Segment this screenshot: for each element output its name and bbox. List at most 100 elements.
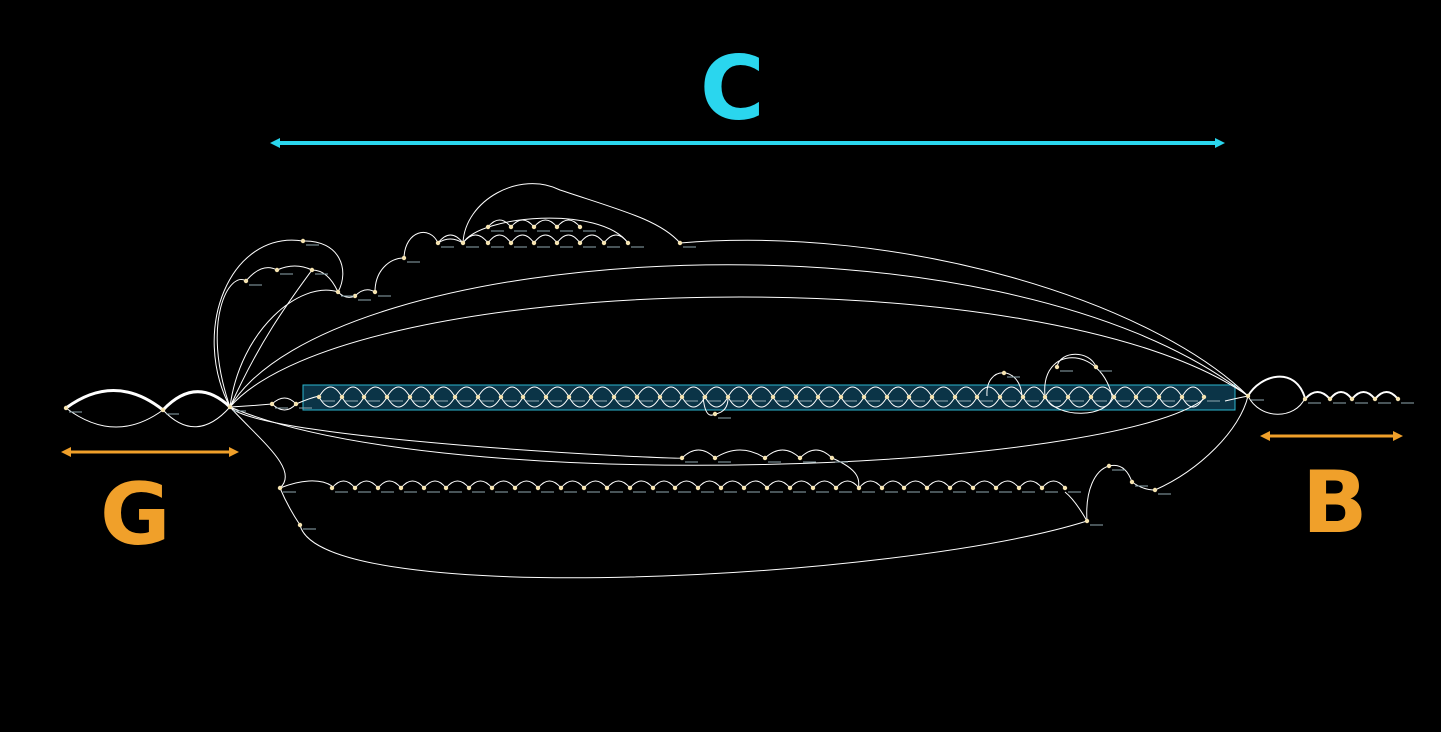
edge xyxy=(487,234,512,244)
graph-node xyxy=(269,401,275,407)
graph-node xyxy=(1001,370,1007,376)
edge xyxy=(477,396,502,408)
edge xyxy=(500,386,524,398)
graph-node xyxy=(329,485,335,491)
edge xyxy=(409,396,433,408)
graph-node xyxy=(300,238,306,244)
region-label-g: G xyxy=(100,465,171,565)
graph-node xyxy=(435,240,441,246)
graph-node xyxy=(335,289,341,295)
edge xyxy=(510,234,535,244)
graph-node xyxy=(695,485,701,491)
graph-node xyxy=(443,485,449,491)
edge xyxy=(652,480,676,489)
graph-node xyxy=(1054,364,1060,370)
edge xyxy=(533,219,558,228)
edge xyxy=(1044,386,1069,398)
graph-node xyxy=(485,224,491,230)
graph-node xyxy=(452,394,458,400)
graph-node xyxy=(970,485,976,491)
graph-node xyxy=(401,255,407,261)
graph-node xyxy=(884,394,890,400)
graph-node xyxy=(361,394,367,400)
graph-node xyxy=(1372,396,1378,402)
edge xyxy=(556,234,581,244)
graph-node xyxy=(384,394,390,400)
graph-node xyxy=(577,224,583,230)
edge xyxy=(835,480,860,489)
edge xyxy=(1090,386,1115,398)
edge xyxy=(423,480,447,489)
edge xyxy=(764,449,801,459)
edge xyxy=(995,480,1020,489)
graph-node xyxy=(1088,394,1094,400)
graph-node xyxy=(829,455,835,461)
graph-node xyxy=(1349,396,1355,402)
graph-node xyxy=(554,240,560,246)
edge xyxy=(454,396,479,408)
edge xyxy=(863,386,888,398)
graph-node xyxy=(316,394,322,400)
graph-node xyxy=(741,485,747,491)
graph-node xyxy=(520,394,526,400)
edge xyxy=(659,386,683,398)
edge xyxy=(331,480,356,489)
edge xyxy=(714,449,766,459)
edge xyxy=(522,396,547,408)
graph-node xyxy=(762,455,768,461)
edge xyxy=(1181,386,1205,398)
graph-node xyxy=(856,485,862,491)
highlight-band xyxy=(302,384,1236,411)
edge xyxy=(500,396,524,408)
edge xyxy=(863,396,888,408)
edge xyxy=(954,386,978,398)
edge xyxy=(629,480,654,489)
graph-node xyxy=(611,394,617,400)
graph-node xyxy=(508,240,514,246)
edge xyxy=(1090,396,1115,408)
graph-node xyxy=(160,407,166,413)
graph-node xyxy=(243,278,249,284)
graph-node xyxy=(531,240,537,246)
edge xyxy=(537,480,562,489)
edge xyxy=(556,219,581,228)
graph-node xyxy=(554,224,560,230)
edge xyxy=(477,386,502,398)
edge xyxy=(976,396,1001,408)
graph-node xyxy=(601,240,607,246)
graph-node xyxy=(339,394,345,400)
graph-node xyxy=(725,394,731,400)
graph-node xyxy=(810,485,816,491)
edge xyxy=(881,480,905,489)
edge xyxy=(545,386,570,398)
edge xyxy=(772,396,797,408)
graph-node xyxy=(947,485,953,491)
edge xyxy=(568,396,592,408)
edge xyxy=(817,386,842,398)
edge xyxy=(789,480,814,489)
nodes xyxy=(63,224,1401,528)
edge xyxy=(590,396,615,408)
graph-node xyxy=(672,485,678,491)
edge xyxy=(386,396,411,408)
graph-node xyxy=(712,411,718,417)
graph-node xyxy=(1106,463,1112,469)
edge xyxy=(931,396,956,408)
edge xyxy=(487,219,512,228)
edge xyxy=(766,480,791,489)
graph-node xyxy=(489,485,495,491)
graph-node xyxy=(833,485,839,491)
edge xyxy=(636,386,661,398)
edge xyxy=(704,386,729,398)
graph-node xyxy=(906,394,912,400)
graph-node xyxy=(838,394,844,400)
edge xyxy=(743,480,768,489)
graph-node xyxy=(1152,487,1158,493)
edge xyxy=(462,234,489,244)
edge xyxy=(720,480,745,489)
graph-node xyxy=(1245,393,1251,399)
edge xyxy=(817,396,842,408)
edge xyxy=(886,396,910,408)
edge xyxy=(1329,391,1353,400)
edge xyxy=(681,449,716,459)
